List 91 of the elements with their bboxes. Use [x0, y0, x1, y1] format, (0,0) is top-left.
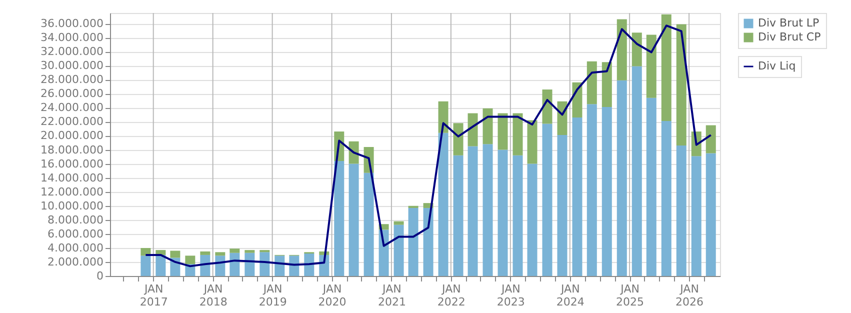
y-tick-label: 30.000.000 — [40, 59, 104, 72]
bar — [602, 62, 612, 107]
bar — [512, 155, 523, 276]
x-tick-label: JAN 2017 — [140, 282, 168, 308]
bar — [586, 61, 597, 104]
bar — [394, 224, 404, 276]
bar — [348, 164, 359, 276]
bar — [616, 80, 627, 276]
bar — [438, 132, 448, 276]
bar — [482, 144, 493, 276]
bar — [498, 150, 508, 276]
y-tick-label: 22.000.000 — [40, 115, 104, 128]
y-tick-label: 32.000.000 — [40, 45, 104, 58]
bar — [364, 172, 374, 276]
bar — [557, 101, 568, 136]
x-tick-label: JAN 2026 — [676, 282, 704, 308]
y-tick-label: 10.000.000 — [40, 199, 104, 212]
bar — [468, 113, 478, 146]
x-tick-label: JAN 2022 — [437, 282, 466, 308]
bar — [274, 256, 285, 276]
bar — [304, 254, 314, 276]
bar — [453, 155, 464, 276]
y-tick-label: 6.000.000 — [48, 227, 104, 240]
x-tick-label: JAN 2025 — [616, 282, 644, 308]
x-tick-label: JAN 2019 — [258, 282, 287, 308]
bar — [676, 24, 686, 146]
bar — [423, 208, 434, 276]
y-tick-label: 2.000.000 — [48, 255, 104, 268]
y-tick-label: 4.000.000 — [48, 241, 104, 254]
bar — [408, 208, 418, 276]
bar — [215, 252, 226, 256]
bar — [140, 256, 151, 276]
bar — [706, 153, 716, 276]
y-tick-label: 28.000.000 — [40, 73, 104, 86]
y-tick-label: 18.000.000 — [40, 143, 104, 156]
bar — [394, 221, 404, 225]
bar — [170, 250, 180, 258]
x-tick-label: JAN 2023 — [496, 282, 525, 308]
bar — [185, 256, 196, 264]
bar — [616, 19, 627, 80]
x-tick-label: JAN 2018 — [199, 282, 228, 308]
y-tick-label: 8.000.000 — [48, 213, 104, 226]
bar — [215, 256, 226, 276]
bar — [632, 32, 642, 66]
bar — [244, 252, 255, 276]
legend-label: Div Brut LP — [758, 16, 820, 30]
bar — [512, 113, 523, 156]
y-tick-label: 12.000.000 — [40, 185, 104, 198]
y-tick-label: 0 — [96, 270, 104, 282]
bar — [632, 66, 642, 276]
legend-label: Div Liq — [758, 60, 796, 72]
bar — [527, 120, 538, 164]
line-series — [144, 24, 712, 268]
y-tick-label: 36.000.000 — [40, 17, 104, 30]
bar — [482, 108, 493, 144]
y-tick-label: 24.000.000 — [40, 101, 104, 114]
bar — [542, 124, 552, 276]
bar — [453, 123, 464, 156]
bar — [676, 146, 686, 276]
bar — [706, 125, 716, 154]
bar — [661, 14, 672, 122]
bar — [586, 104, 597, 276]
y-tick-label: 34.000.000 — [40, 31, 104, 44]
bar — [661, 121, 672, 276]
bar — [334, 160, 344, 276]
bar — [646, 98, 656, 276]
x-tick-label: JAN 2020 — [318, 282, 346, 308]
bar — [527, 164, 538, 276]
bar — [468, 146, 478, 276]
bar — [230, 252, 240, 276]
bar — [557, 135, 568, 276]
bar — [289, 256, 300, 276]
bar — [498, 113, 508, 150]
bar — [542, 89, 552, 124]
y-tick-label: 26.000.000 — [40, 87, 104, 100]
y-tick-label: 14.000.000 — [40, 171, 104, 184]
bar — [230, 248, 240, 253]
bar — [260, 252, 270, 276]
bar — [572, 118, 582, 276]
x-tick-label: JAN 2021 — [378, 282, 406, 308]
x-tick-label: JAN 2024 — [556, 282, 584, 308]
bar — [156, 254, 166, 276]
bar — [691, 156, 702, 276]
bar — [602, 106, 612, 276]
y-tick-label: 20.000.000 — [40, 129, 104, 142]
y-tick-label: 16.000.000 — [40, 157, 104, 170]
bar — [646, 34, 656, 98]
legend-label: Div Brut CP — [758, 30, 822, 44]
bar — [200, 254, 210, 276]
bar — [200, 251, 210, 255]
bar — [244, 250, 255, 253]
